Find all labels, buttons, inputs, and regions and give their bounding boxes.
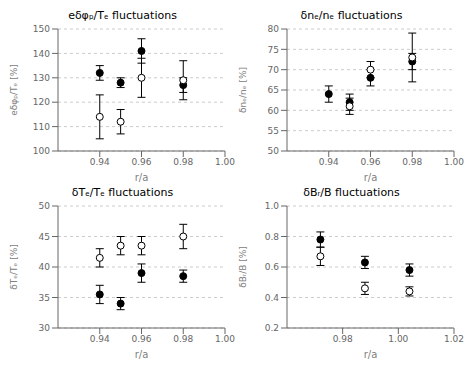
svg-text:eδφₚ/Tₑ [%]: eδφₚ/Tₑ [%]: [9, 64, 19, 116]
svg-text:65: 65: [268, 85, 279, 95]
svg-text:50: 50: [268, 146, 280, 156]
svg-text:70: 70: [268, 65, 280, 75]
svg-text:140: 140: [33, 49, 50, 59]
html-text:δTₑ/Tₑ fluctuations: δTₑ/Tₑ fluctuations: [71, 186, 174, 199]
svg-text:0.94: 0.94: [319, 157, 339, 167]
svg-text:40: 40: [39, 262, 51, 272]
svg-text:0.4: 0.4: [265, 293, 280, 303]
svg-text:0.96: 0.96: [131, 334, 151, 344]
svg-text:r/a: r/a: [364, 172, 378, 183]
svg-text:1.00: 1.00: [444, 157, 464, 167]
svg-text:100: 100: [33, 146, 50, 156]
svg-text:0.8: 0.8: [265, 232, 280, 242]
svg-text:80: 80: [268, 24, 280, 34]
svg-text:0.98: 0.98: [402, 157, 422, 167]
svg-text:110: 110: [33, 122, 50, 132]
svg-text:35: 35: [39, 293, 50, 303]
svg-text:55: 55: [268, 126, 279, 136]
svg-text:0.6: 0.6: [265, 262, 280, 272]
svg-text:δTₑ/Tₑ [%]: δTₑ/Tₑ [%]: [9, 244, 19, 289]
svg-text:30: 30: [39, 323, 51, 333]
html-text:δBᵣ/B fluctuations: δBᵣ/B fluctuations: [303, 186, 400, 199]
svg-text:r/a: r/a: [364, 349, 378, 360]
svg-text:1.00: 1.00: [215, 334, 235, 344]
svg-text:0.96: 0.96: [131, 157, 151, 167]
svg-text:0.96: 0.96: [360, 157, 380, 167]
svg-text:50: 50: [39, 201, 51, 211]
svg-text:r/a: r/a: [135, 349, 149, 360]
html-text:δnₑ/nₑ fluctuations: δnₑ/nₑ fluctuations: [300, 9, 403, 22]
svg-text:45: 45: [39, 232, 50, 242]
svg-text:60: 60: [268, 106, 280, 116]
svg-text:75: 75: [268, 45, 279, 55]
svg-text:1.02: 1.02: [444, 334, 464, 344]
svg-text:δBᵣ/B [%]: δBᵣ/B [%]: [238, 246, 248, 288]
svg-text:1.0: 1.0: [265, 201, 280, 211]
svg-text:0.94: 0.94: [90, 157, 110, 167]
svg-text:130: 130: [33, 73, 50, 83]
html-text:eδφₚ/Tₑ fluctuations: eδφₚ/Tₑ fluctuations: [68, 9, 177, 22]
svg-text:0.2: 0.2: [265, 323, 279, 333]
svg-text:1.00: 1.00: [215, 157, 235, 167]
svg-text:1.00: 1.00: [388, 334, 408, 344]
svg-text:0.94: 0.94: [90, 334, 110, 344]
svg-text:0.98: 0.98: [173, 334, 193, 344]
svg-text:0.98: 0.98: [173, 157, 193, 167]
svg-text:120: 120: [33, 97, 50, 107]
svg-text:150: 150: [33, 24, 50, 34]
svg-text:0.98: 0.98: [333, 334, 353, 344]
svg-text:δnₑ/nₑ [%]: δnₑ/nₑ [%]: [238, 67, 248, 113]
svg-text:r/a: r/a: [135, 172, 149, 183]
